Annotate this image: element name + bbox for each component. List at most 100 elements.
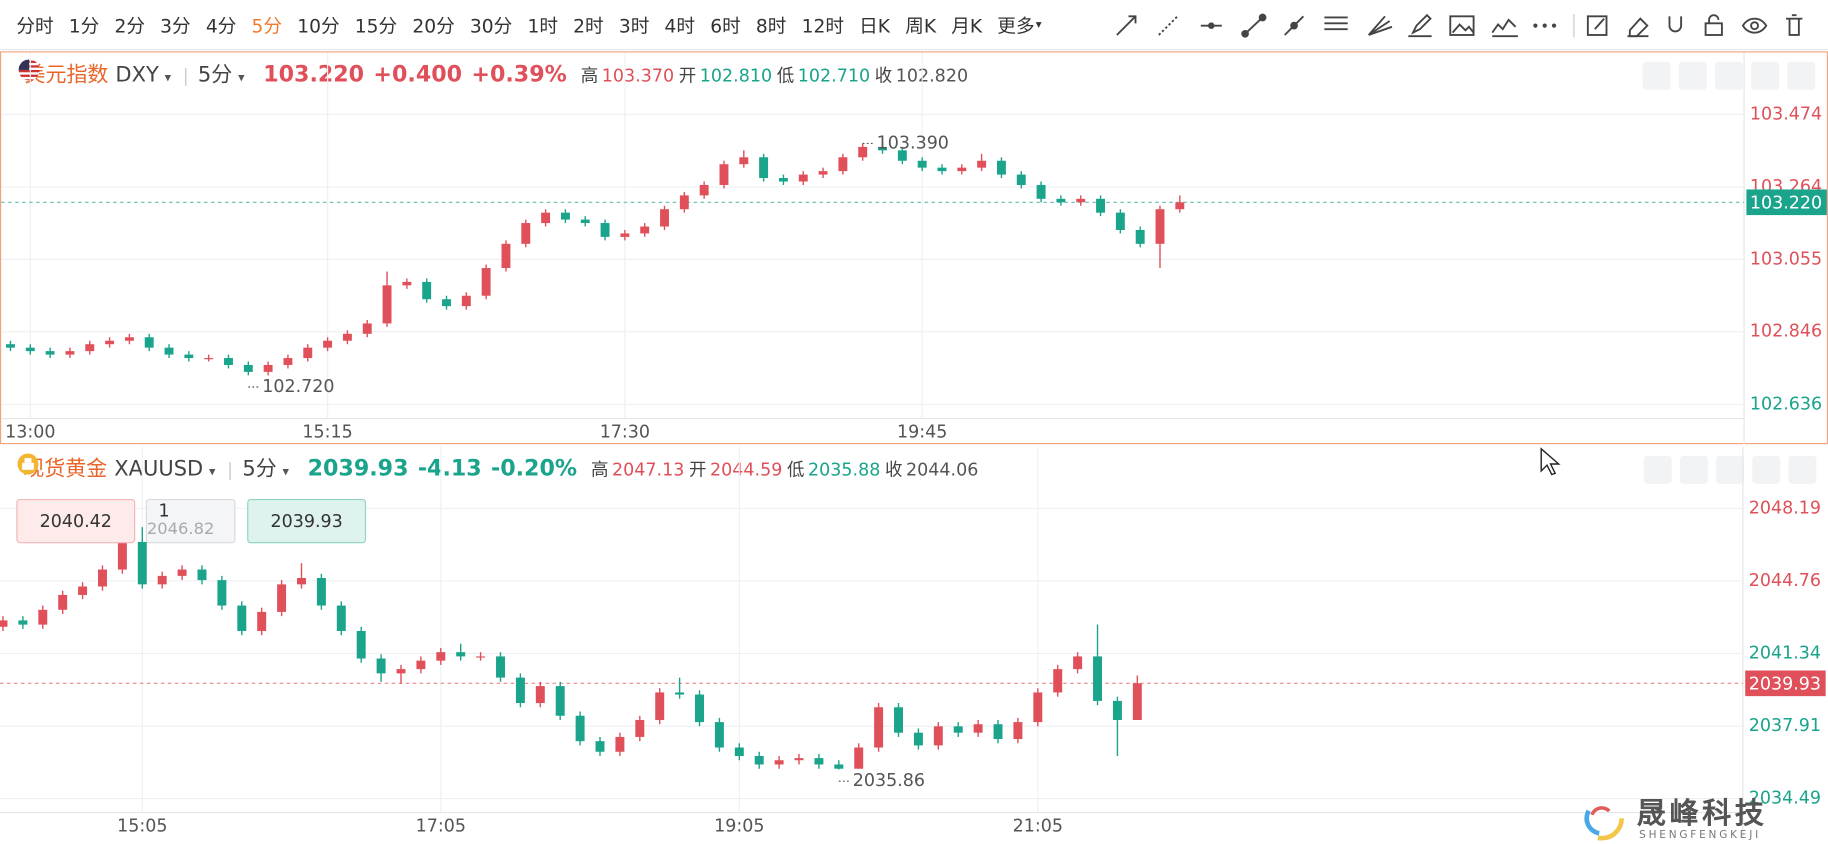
tool-eye[interactable]: [1741, 17, 1768, 34]
tool-delete[interactable]: [1786, 14, 1803, 36]
candle-body: [1093, 656, 1102, 701]
caret: ▾: [209, 463, 216, 480]
candle-body: [1056, 198, 1066, 203]
candle-body: [237, 605, 247, 631]
btn-compare[interactable]: [1716, 455, 1745, 484]
btn-indicator[interactable]: [1643, 455, 1672, 484]
tool-trend[interactable]: [1284, 15, 1305, 36]
candle-body: [1135, 229, 1145, 244]
candle-body: [973, 724, 983, 733]
period-option[interactable]: 15分: [354, 15, 398, 38]
tool-hline[interactable]: [1200, 22, 1222, 29]
tool-erase[interactable]: [1627, 17, 1649, 38]
stat-value: 103.370: [601, 65, 675, 87]
candle-body: [913, 732, 923, 746]
period[interactable]: 5分: [197, 62, 233, 88]
period[interactable]: 5分: [242, 457, 277, 482]
tool-wave[interactable]: [1491, 18, 1518, 38]
candle-body: [461, 295, 471, 307]
tool-ray[interactable]: [1116, 15, 1137, 36]
candle-body: [1033, 692, 1043, 723]
period-option[interactable]: 4时: [664, 15, 696, 38]
period-option[interactable]: 2分: [114, 15, 146, 38]
period-option[interactable]: 周K: [905, 15, 937, 38]
period-option[interactable]: 日K: [859, 15, 891, 38]
quote-change: -4.13: [417, 455, 482, 482]
period-option[interactable]: 月K: [951, 15, 983, 38]
btn-draw[interactable]: [1678, 61, 1707, 90]
sell-button[interactable]: 2040.42: [16, 498, 136, 544]
candle-body: [620, 233, 630, 237]
candle-body: [734, 747, 744, 756]
period-option[interactable]: 10分: [297, 15, 340, 38]
gold-icon: [17, 453, 39, 475]
toolbar: 分时 1分 2分 3分 4分 5分 10分 15分 20分 30分 1时 2时 3时 4时 6时 8时 12时日…: [0, 0, 1828, 51]
candle-body: [541, 212, 551, 224]
candle-body: [1053, 669, 1063, 693]
stat-value: 102.820: [895, 65, 969, 87]
candle-body: [362, 323, 372, 334]
candle-body: [535, 686, 545, 704]
separator: |: [182, 65, 189, 87]
tool-fib[interactable]: [1324, 16, 1348, 31]
candle-body: [778, 178, 788, 182]
btn-compare[interactable]: [1714, 61, 1743, 90]
candle-body: [858, 146, 868, 158]
btn-close[interactable]: [1787, 61, 1816, 90]
period-option[interactable]: 12时: [801, 15, 844, 38]
btn-indicator[interactable]: [1642, 61, 1671, 90]
period-option[interactable]: 1时: [527, 15, 559, 38]
period-option[interactable]: 2时: [573, 15, 604, 38]
candle-body: [894, 707, 903, 733]
qty-input[interactable]: 1 2046.82: [145, 498, 236, 544]
tool-pen[interactable]: [1408, 13, 1432, 38]
tool-more[interactable]: [1533, 23, 1557, 28]
candle-body: [263, 364, 273, 372]
period-option[interactable]: 20分: [412, 15, 455, 38]
candle-body: [382, 285, 392, 324]
candle-body: [595, 741, 605, 752]
candle-chart: 2048.19 2044.76 2041.34 2037.91 2034.49 15:05…: [0, 446, 1826, 839]
period-option[interactable]: 分时: [16, 15, 54, 38]
candle-body: [481, 268, 491, 296]
candle-body: [640, 226, 650, 234]
candle-body: [78, 586, 88, 595]
quote-pct: -0.20%: [491, 455, 578, 482]
tool-fan[interactable]: [1367, 15, 1393, 36]
btn-expand[interactable]: [1751, 61, 1780, 90]
candle-body: [416, 660, 426, 670]
tool-segment[interactable]: [1241, 13, 1267, 38]
period-option[interactable]: 5分: [251, 15, 283, 38]
candle-body: [456, 652, 466, 657]
period-option[interactable]: 3时: [618, 15, 650, 38]
period-option[interactable]: 6时: [710, 15, 741, 38]
period-option[interactable]: 更多: [997, 15, 1035, 38]
candle-body: [6, 344, 15, 348]
period-option[interactable]: 1分: [68, 15, 100, 38]
gold-panel: 现货黄金 XAUUSD ▾ | 5分 ▾ 2039.93 -4.13 -0.20% 高 2047.1…: [0, 446, 1828, 844]
instrument-symbol[interactable]: XAUUSD: [114, 457, 204, 482]
tool-image[interactable]: [1449, 15, 1475, 36]
btn-expand[interactable]: [1752, 455, 1781, 484]
instrument-symbol[interactable]: DXY: [115, 62, 159, 88]
x-tick-label: 21:05: [1013, 817, 1063, 837]
period-option[interactable]: 8时: [755, 15, 787, 38]
candle-body: [555, 686, 565, 716]
caret: ▾: [282, 463, 289, 480]
watermark-logo: [1579, 796, 1624, 841]
candle-body: [98, 569, 107, 587]
tool-edit[interactable]: [1586, 15, 1608, 36]
period-option[interactable]: 3分: [160, 15, 191, 38]
tool-lock[interactable]: [1704, 14, 1723, 36]
tool-dashed[interactable]: [1158, 15, 1179, 36]
buy-button[interactable]: 2039.93: [247, 498, 367, 544]
btn-close[interactable]: [1788, 455, 1817, 484]
period-option[interactable]: 4分: [205, 15, 237, 38]
candle-body: [38, 609, 48, 625]
candle-body: [396, 669, 406, 674]
period-option[interactable]: 30分: [469, 15, 513, 38]
candle-body: [204, 358, 214, 360]
candle-body: [575, 715, 585, 742]
btn-draw[interactable]: [1679, 455, 1708, 484]
tool-magnet[interactable]: [1668, 16, 1683, 33]
